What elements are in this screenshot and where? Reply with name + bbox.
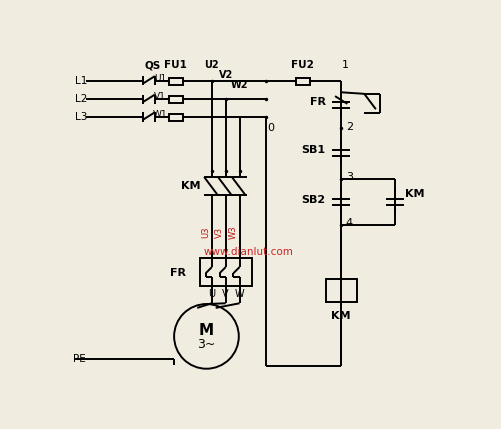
- Text: 2: 2: [345, 122, 352, 132]
- Text: W2: W2: [230, 80, 248, 91]
- Text: KM: KM: [404, 189, 423, 199]
- Text: L3: L3: [75, 112, 87, 122]
- Text: W1: W1: [153, 110, 167, 119]
- Text: SB1: SB1: [301, 145, 325, 155]
- Text: SB2: SB2: [301, 195, 325, 205]
- Text: W: W: [234, 289, 244, 299]
- Text: PE: PE: [73, 354, 86, 365]
- Text: FU2: FU2: [291, 60, 314, 70]
- Text: U1: U1: [154, 74, 166, 83]
- Text: 3~: 3~: [197, 338, 215, 350]
- Text: KM: KM: [331, 311, 350, 320]
- Text: FR: FR: [170, 268, 185, 278]
- Text: FU1: FU1: [164, 60, 187, 70]
- Text: 4: 4: [345, 218, 352, 228]
- Text: U3: U3: [201, 227, 210, 238]
- Text: V1: V1: [154, 92, 166, 101]
- Text: L1: L1: [75, 76, 87, 86]
- Text: 3: 3: [345, 172, 352, 182]
- Text: 1: 1: [341, 60, 348, 70]
- Bar: [295, 78, 309, 85]
- Bar: [199, 258, 252, 286]
- Text: FR: FR: [309, 97, 325, 107]
- Text: KM: KM: [181, 181, 200, 191]
- Bar: [168, 96, 182, 103]
- Text: M: M: [198, 323, 213, 338]
- Text: QS: QS: [144, 60, 160, 70]
- Bar: [168, 78, 182, 85]
- Text: V3: V3: [214, 227, 223, 238]
- Text: W3: W3: [228, 226, 237, 239]
- Text: V2: V2: [218, 69, 232, 80]
- Text: www.dianlut.com: www.dianlut.com: [203, 247, 293, 257]
- Text: U: U: [208, 289, 215, 299]
- Text: V: V: [222, 289, 228, 299]
- Text: 0: 0: [267, 124, 274, 133]
- Text: U2: U2: [204, 60, 219, 70]
- Bar: [168, 114, 182, 121]
- Bar: [325, 278, 356, 302]
- Text: L2: L2: [75, 94, 87, 104]
